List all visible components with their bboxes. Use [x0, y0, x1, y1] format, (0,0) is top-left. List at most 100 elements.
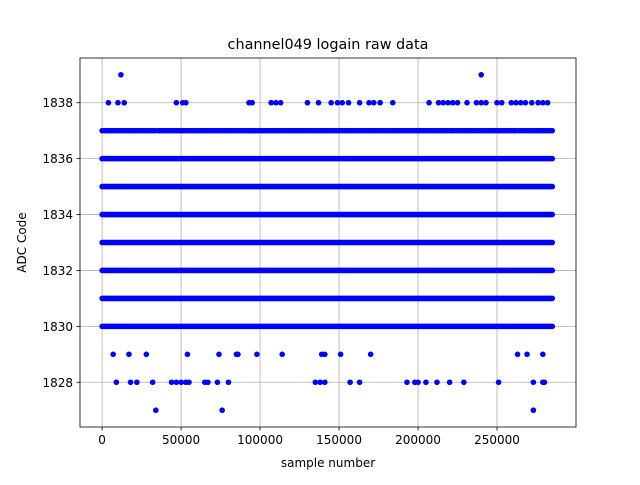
data-point: [415, 379, 421, 386]
data-point: [277, 99, 284, 106]
data-point: [423, 379, 429, 386]
data-point: [478, 71, 485, 78]
data-point: [178, 379, 184, 386]
data-point: [549, 127, 556, 134]
data-point: [127, 379, 134, 386]
data-point: [522, 99, 529, 106]
x-tick-label: 150000: [316, 433, 362, 447]
data-point: [347, 379, 353, 386]
data-point: [205, 379, 211, 386]
data-point: [322, 351, 328, 358]
y-axis-label: ADC Code: [15, 212, 29, 272]
ticks: 0 50000 100000 150000 200000 250000 1828 1830 18…: [42, 96, 519, 447]
data-point: [235, 351, 241, 358]
data-point: [449, 99, 456, 106]
data-point: [435, 99, 442, 106]
data-point: [279, 351, 285, 358]
data-point: [304, 99, 311, 106]
data-point: [225, 379, 232, 386]
data-point: [115, 99, 121, 106]
data-point: [268, 99, 274, 106]
data-point: [134, 379, 140, 386]
data-point: [404, 379, 410, 386]
data-point: [273, 99, 279, 106]
data-point: [153, 407, 159, 414]
plot-frame: [79, 57, 577, 428]
data-point: [478, 99, 485, 106]
data-point: [168, 379, 175, 386]
x-tick-label: 250000: [474, 433, 520, 447]
chart-title: channel049 logain raw data: [228, 37, 429, 53]
data-point: [454, 99, 461, 106]
data-point: [528, 99, 535, 106]
y-tick-label: 1834: [42, 208, 73, 222]
data-point: [337, 351, 344, 358]
data-point: [184, 351, 191, 358]
data-point: [322, 379, 328, 386]
data-point: [371, 99, 377, 106]
data-point: [535, 99, 541, 106]
data-point: [126, 351, 132, 358]
data-point: [494, 99, 500, 106]
data-point: [254, 351, 260, 358]
data-point: [315, 99, 322, 106]
data-point: [483, 99, 489, 106]
data-point: [216, 351, 222, 358]
data-point: [530, 407, 537, 414]
data-point: [312, 379, 319, 386]
data-point: [473, 99, 480, 106]
data-point: [249, 99, 255, 106]
y-tick-label: 1836: [42, 152, 73, 166]
data-point: [173, 99, 180, 106]
data-point: [366, 99, 372, 106]
data-point: [517, 99, 524, 106]
data-point: [173, 379, 180, 386]
data-point: [183, 99, 189, 106]
data-point: [508, 99, 515, 106]
data-point: [118, 71, 124, 78]
data-point: [530, 379, 537, 386]
data-point: [317, 379, 323, 386]
data-point: [513, 99, 519, 106]
data-point: [389, 99, 396, 106]
y-tick-label: 1832: [42, 264, 73, 278]
data-point: [149, 379, 156, 386]
data-point: [113, 379, 120, 386]
data-point: [426, 99, 432, 106]
data-point: [356, 379, 363, 386]
data-point: [214, 379, 221, 386]
data-point: [464, 99, 470, 106]
data-point: [461, 379, 467, 386]
x-axis-label: sample number: [281, 456, 375, 470]
data-point: [356, 99, 363, 106]
data-point: [434, 379, 440, 386]
data-point: [540, 351, 546, 358]
data-point: [524, 351, 530, 358]
data-point: [345, 99, 352, 106]
data-point: [186, 379, 192, 386]
y-tick-label: 1838: [42, 96, 73, 110]
data-points: [99, 71, 556, 414]
data-point: [446, 379, 453, 386]
data-point: [339, 99, 346, 106]
y-tick-label: 1830: [42, 320, 73, 334]
data-point: [110, 351, 116, 358]
data-point: [334, 99, 341, 106]
data-point: [495, 379, 502, 386]
x-tick-label: 200000: [395, 433, 441, 447]
data-point: [121, 99, 128, 106]
data-point: [143, 351, 150, 358]
data-point: [219, 407, 225, 414]
y-tick-label: 1828: [42, 376, 73, 390]
x-tick-label: 50000: [162, 433, 200, 447]
data-point: [544, 99, 551, 106]
data-point: [514, 351, 521, 358]
data-point: [105, 99, 112, 106]
data-point: [328, 99, 334, 106]
data-point: [445, 99, 451, 106]
x-tick-label: 0: [98, 433, 106, 447]
data-point: [498, 99, 505, 106]
data-point: [377, 99, 383, 106]
